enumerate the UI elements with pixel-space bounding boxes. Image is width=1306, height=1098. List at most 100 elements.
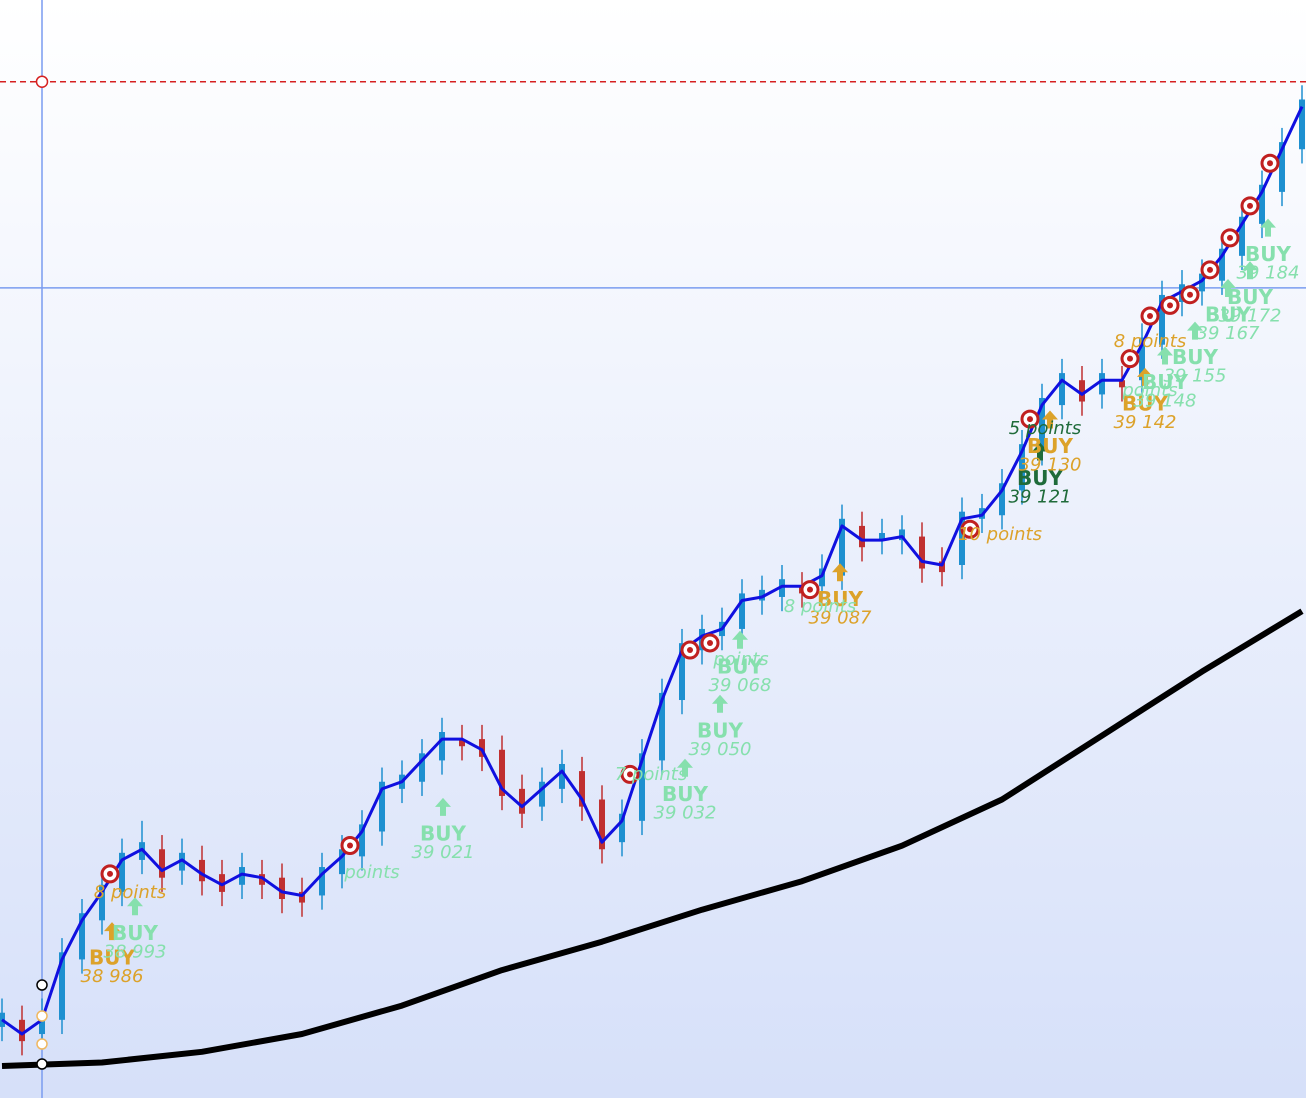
candle-body bbox=[199, 859, 205, 882]
candle-body bbox=[859, 525, 865, 548]
buy-label: BUY bbox=[420, 821, 466, 845]
anchor-marker bbox=[36, 1038, 48, 1050]
target-icon bbox=[1247, 202, 1253, 209]
buy-label: BUY bbox=[1027, 434, 1073, 458]
candle-body bbox=[1079, 380, 1085, 402]
candle-body bbox=[419, 753, 425, 782]
buy-arrow bbox=[712, 694, 728, 713]
series-line bbox=[1, 105, 1304, 1036]
buy-price: 39 142 bbox=[1114, 412, 1177, 433]
points-note: 10 points bbox=[958, 524, 1042, 545]
buy-label: BUY bbox=[1017, 466, 1063, 490]
candle-body bbox=[579, 771, 585, 807]
buy-price: 39 068 bbox=[709, 675, 772, 696]
buy-arrow bbox=[1187, 321, 1203, 340]
buy-label: BUY bbox=[1122, 391, 1168, 415]
candle-body bbox=[379, 781, 385, 832]
buy-price: 39 148 bbox=[1134, 391, 1197, 412]
candle-body bbox=[1019, 444, 1025, 491]
points-note: points bbox=[343, 862, 399, 883]
buy-price: 39 050 bbox=[689, 739, 752, 760]
candle-body bbox=[359, 824, 365, 857]
candle-body bbox=[1139, 337, 1145, 381]
points-note: points bbox=[712, 649, 768, 670]
target-icon bbox=[967, 526, 973, 533]
buy-label: BUY bbox=[717, 654, 763, 678]
target-icon bbox=[1227, 234, 1233, 241]
buy-arrow bbox=[832, 563, 848, 582]
buy-label: BUY bbox=[697, 718, 743, 742]
target-icon bbox=[347, 842, 353, 849]
candle-body bbox=[1239, 216, 1245, 256]
buy-price: 39 087 bbox=[809, 607, 873, 628]
anchor-marker bbox=[36, 1010, 48, 1022]
candle-body bbox=[459, 739, 465, 747]
buy-price: 38 986 bbox=[81, 966, 144, 987]
candle-body bbox=[899, 529, 905, 541]
buy-price: 38 993 bbox=[104, 941, 167, 962]
candle-body bbox=[1119, 380, 1125, 388]
candle-body bbox=[19, 1019, 25, 1042]
buy-label: BUY bbox=[112, 921, 158, 945]
candle-body bbox=[219, 874, 225, 892]
buy-price: 39 172 bbox=[1219, 305, 1282, 326]
target-icon bbox=[807, 586, 813, 593]
candle-body bbox=[319, 867, 325, 896]
target-icon bbox=[687, 647, 693, 654]
target-icon bbox=[107, 870, 113, 877]
buy-arrow bbox=[1032, 442, 1048, 461]
points-note: 8 points bbox=[1114, 331, 1186, 352]
candle-body bbox=[839, 518, 845, 576]
buy-arrow bbox=[1242, 261, 1258, 280]
candle-body bbox=[499, 749, 505, 796]
candle-body bbox=[1039, 397, 1045, 452]
buy-arrow bbox=[1260, 218, 1276, 237]
buy-price: 39 021 bbox=[412, 842, 475, 863]
target-icon bbox=[1147, 313, 1153, 320]
candle-body bbox=[599, 799, 605, 850]
candle-body bbox=[159, 849, 165, 878]
buy-price: 39 121 bbox=[1009, 486, 1072, 507]
candle-body bbox=[39, 1012, 45, 1035]
buy-arrow bbox=[1220, 279, 1236, 298]
candle-body bbox=[679, 643, 685, 701]
price-marker bbox=[35, 75, 49, 88]
buy-arrow bbox=[732, 630, 748, 649]
target-icon bbox=[707, 639, 713, 646]
points-note: 8 points bbox=[784, 596, 856, 617]
candle-body bbox=[919, 536, 925, 569]
candle-body bbox=[659, 692, 665, 761]
candle-body bbox=[59, 952, 65, 1020]
points-note: points bbox=[1121, 380, 1177, 401]
buy-label: BUY bbox=[1245, 242, 1291, 266]
candle-body bbox=[939, 561, 945, 573]
points-note: 5 points bbox=[1009, 418, 1081, 439]
target-icon bbox=[1207, 266, 1213, 273]
buy-price: 39 155 bbox=[1164, 366, 1227, 387]
anchor-marker bbox=[36, 979, 48, 991]
candle-body bbox=[1279, 142, 1285, 192]
buy-arrow bbox=[677, 758, 693, 777]
candle-body bbox=[1159, 294, 1165, 345]
buy-price: 39 184 bbox=[1237, 263, 1300, 284]
candle-body bbox=[619, 813, 625, 843]
buy-arrow bbox=[1157, 346, 1173, 365]
buy-label: BUY bbox=[89, 946, 135, 970]
buy-label: BUY bbox=[1227, 285, 1273, 309]
candle-body bbox=[79, 913, 85, 960]
candle-body bbox=[439, 732, 445, 761]
series-line bbox=[1, 608, 1304, 1069]
candle-body bbox=[759, 589, 765, 601]
candle-body bbox=[739, 593, 745, 629]
candle-body bbox=[99, 884, 105, 921]
target-icon bbox=[1027, 416, 1033, 423]
anchor-marker bbox=[36, 1058, 48, 1070]
candle-body bbox=[559, 763, 565, 789]
buy-label: BUY bbox=[817, 587, 863, 611]
target-icon bbox=[627, 771, 633, 778]
buy-label: BUY bbox=[662, 782, 708, 806]
target-icon bbox=[1267, 160, 1273, 167]
